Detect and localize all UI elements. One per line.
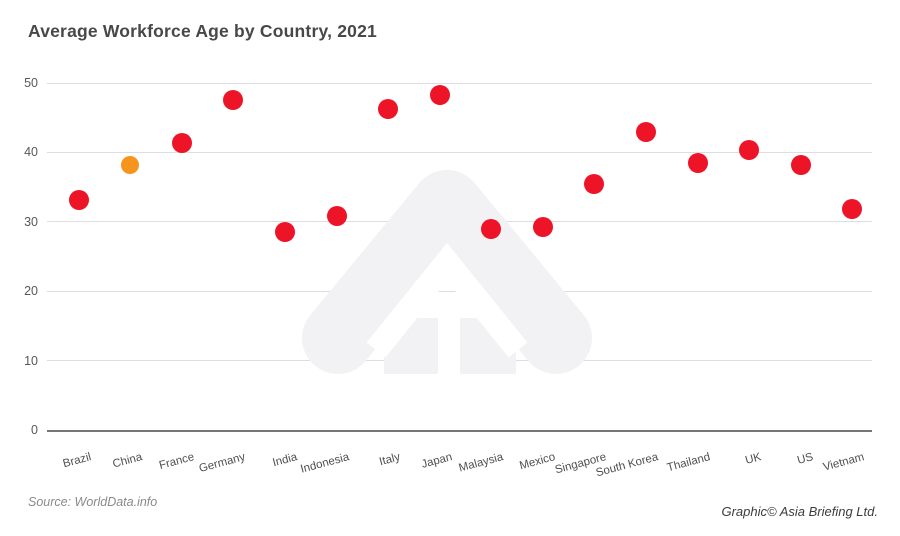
x-label-china: China xyxy=(111,451,144,471)
data-point-indonesia xyxy=(326,205,347,226)
chart-title: Average Workforce Age by Country, 2021 xyxy=(28,21,377,41)
y-tick-label-30: 30 xyxy=(24,214,38,229)
data-point-vietnam xyxy=(842,198,863,219)
data-point-mexico xyxy=(532,217,553,238)
y-tick-label-0: 0 xyxy=(31,423,38,437)
gridline-y50 xyxy=(47,82,872,84)
x-label-japan: Japan xyxy=(419,451,454,471)
x-label-thailand: Thailand xyxy=(665,451,712,475)
x-label-india: India xyxy=(271,451,299,470)
data-point-singapore xyxy=(584,174,605,195)
y-tick-label-50: 50 xyxy=(24,76,38,90)
y-tick-label-40: 40 xyxy=(24,145,38,160)
data-point-china xyxy=(121,155,140,174)
x-label-us: US xyxy=(795,451,815,467)
x-label-italy: Italy xyxy=(378,451,402,469)
gridline-y40 xyxy=(47,151,872,153)
data-point-malaysia xyxy=(481,218,502,239)
data-point-france xyxy=(171,133,192,154)
data-point-thailand xyxy=(687,152,708,173)
x-label-vietnam: Vietnam xyxy=(822,451,866,474)
credit-note: Graphic© Asia Briefing Ltd. xyxy=(721,504,878,519)
x-label-germany: Germany xyxy=(198,451,248,476)
x-label-indonesia: Indonesia xyxy=(298,451,351,476)
data-point-italy xyxy=(378,99,399,120)
y-tick-label-10: 10 xyxy=(24,353,38,368)
data-point-germany xyxy=(223,89,244,110)
data-point-uk xyxy=(739,140,760,161)
data-point-brazil xyxy=(68,189,89,210)
plot-area: 0 10 20 30 40 50 Brazil China France Germany India… xyxy=(24,77,872,479)
x-label-uk: UK xyxy=(744,451,763,467)
data-point-japan xyxy=(429,84,450,105)
data-point-india xyxy=(275,222,296,243)
x-label-brazil: Brazil xyxy=(61,451,93,471)
source-note: Source: WorldData.info xyxy=(28,495,158,509)
x-label-mexico: Mexico xyxy=(518,451,557,473)
y-tick-label-20: 20 xyxy=(24,284,38,299)
x-label-france: France xyxy=(157,451,196,473)
x-label-malaysia: Malaysia xyxy=(457,451,505,475)
asia-briefing-watermark-logo xyxy=(302,170,592,376)
data-point-us xyxy=(790,154,811,175)
data-point-south-korea xyxy=(635,121,656,142)
